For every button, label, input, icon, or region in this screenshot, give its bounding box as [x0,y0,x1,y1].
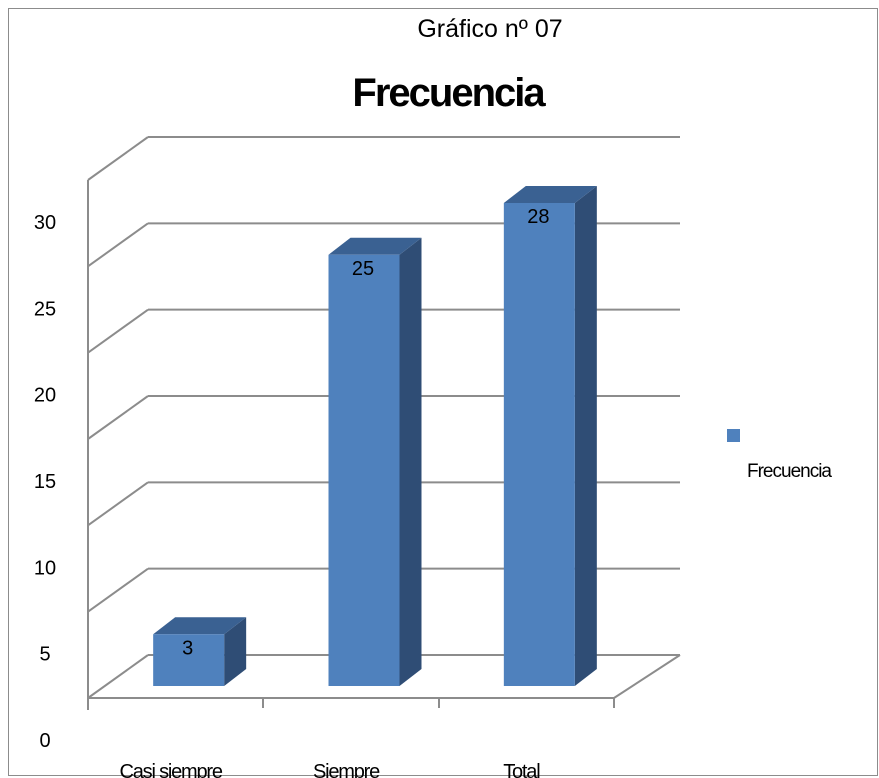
x-tick-labels: Casi siempre Siempre Total [120,761,542,778]
floor-left-edge [87,654,149,699]
y-tick-label: 15 [34,471,56,493]
data-label: 25 [352,258,374,280]
bar-front [328,254,400,686]
legend-swatch-frecuencia [727,429,740,442]
bar-top [328,237,422,255]
y-tick-label: 10 [34,557,56,579]
gridline-side [87,222,149,268]
bar-top [503,186,597,203]
y-tick-label: 20 [34,385,56,407]
chart-title: Frecuencia [352,71,546,115]
y-tick-label: 25 [34,298,56,320]
bar-side [399,237,422,686]
bar-front [153,634,225,686]
data-label: 3 [182,637,193,659]
gridline-side [87,481,149,527]
bar-side [574,186,597,686]
floor-right-edge [613,654,681,699]
gridline-side [87,567,149,613]
bar-siempre: 25 [328,237,422,686]
y-tick-label: 0 [39,730,50,752]
bar-side [224,617,247,686]
bar-front [503,203,575,686]
legend: Frecuencia [727,429,833,482]
x-tick-label: Casi siempre [120,761,223,778]
data-label: 28 [527,206,549,228]
x-tick-label: Siempre [313,761,380,778]
gridline-side [87,136,149,181]
x-tick-label: Total [503,761,540,778]
bar-casi-siempre: 3 [153,617,247,686]
bar-total: 28 [503,186,597,686]
y-tick-labels: 0 5 10 15 20 25 30 [34,212,56,752]
y-tick-label: 5 [39,644,50,666]
gridline-side [87,308,149,354]
bars: 3 25 28 [153,186,597,686]
bar-top [153,617,247,635]
legend-label-frecuencia: Frecuencia [747,461,832,482]
y-tick-label: 30 [34,212,56,234]
chart-caption: Gráfico nº 07 [417,15,562,43]
gridline-side [87,395,149,440]
